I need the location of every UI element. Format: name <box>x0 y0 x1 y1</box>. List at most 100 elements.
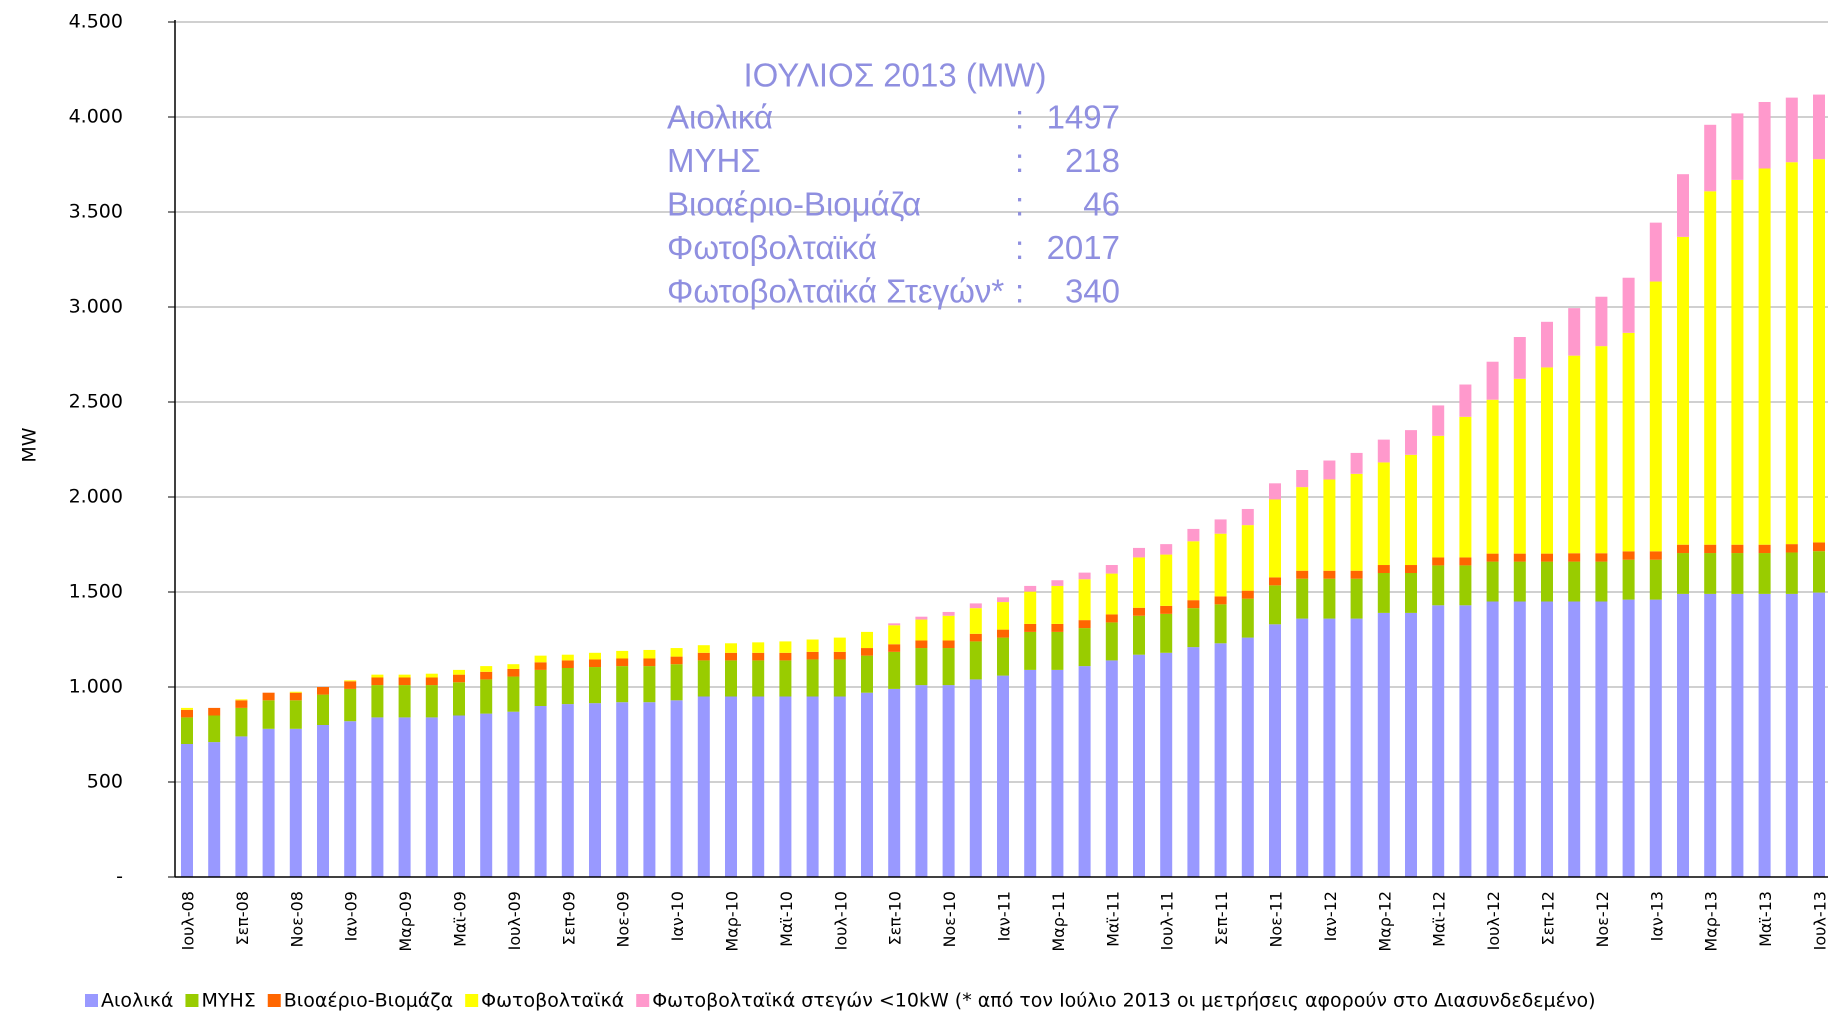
legend-swatch <box>185 994 199 1007</box>
bar-segment <box>1405 565 1417 573</box>
bar-segment <box>1133 615 1145 655</box>
bar-segment <box>1187 647 1200 877</box>
bar-segment <box>480 671 493 680</box>
bar-segment <box>1432 405 1445 436</box>
bar-segment <box>1813 94 1825 160</box>
bar-segment <box>1296 578 1309 619</box>
bar-segment <box>779 660 792 697</box>
bar-segment <box>670 656 683 665</box>
bar-segment <box>371 674 384 678</box>
bar-segment <box>643 649 656 659</box>
bar-segment <box>997 597 1009 603</box>
x-tick-label: Ιαν-11 <box>995 891 1014 941</box>
bar-segment <box>942 640 955 649</box>
bar-segment <box>561 668 574 705</box>
bar-segment <box>1350 473 1363 571</box>
bar-segment <box>616 702 629 877</box>
x-tick-label: Σεπ-11 <box>1212 891 1231 946</box>
bar-segment <box>1568 308 1581 356</box>
bar-segment <box>915 619 928 641</box>
bar-segment <box>1568 553 1581 562</box>
bar-segment <box>1214 596 1227 605</box>
bar-segment <box>425 673 438 678</box>
bar-segment <box>534 655 547 663</box>
bar-segment <box>1078 572 1091 580</box>
bar-segment <box>1269 585 1281 625</box>
bar-segment <box>969 633 982 642</box>
bar-segment <box>1296 470 1309 488</box>
legend-swatch <box>85 994 98 1007</box>
bar-segment <box>1649 551 1662 560</box>
bar-segment <box>1051 580 1064 586</box>
bar-segment <box>779 641 792 653</box>
bar-segment <box>1187 528 1200 542</box>
x-tick-label: Ιουλ-10 <box>831 891 850 950</box>
bar-segment <box>779 696 792 877</box>
bar-segment <box>561 660 574 668</box>
bar-segment <box>752 642 765 653</box>
bar-segment <box>725 643 737 653</box>
bar-segment <box>480 713 493 877</box>
x-tick-label: Ιουλ-09 <box>505 891 524 950</box>
bar-segment <box>1187 608 1200 648</box>
bar-segment <box>861 631 873 649</box>
bar-segment <box>1051 669 1064 877</box>
bar-segment <box>453 669 465 675</box>
bar-segment <box>1105 573 1118 615</box>
bar-segment <box>1595 296 1608 347</box>
y-tick-label: 1.000 <box>69 676 123 698</box>
y-tick-label: 3.500 <box>69 201 123 223</box>
bar-segment <box>1377 462 1390 566</box>
bar-segment <box>371 677 384 686</box>
bar-segment <box>1704 553 1717 594</box>
x-tick-label: Ιαν-09 <box>342 891 361 941</box>
bar-segment <box>1731 553 1744 594</box>
x-tick-label: Νοε-12 <box>1593 891 1612 948</box>
bar-segment <box>1513 553 1526 562</box>
bar-segment <box>1731 593 1744 877</box>
bar-segment <box>1785 162 1798 545</box>
bar-segment <box>1459 384 1472 417</box>
bar-segment <box>289 691 302 693</box>
bar-segment <box>1296 487 1309 571</box>
x-tick-label: Μαϊ-10 <box>777 891 796 947</box>
bar-segment <box>942 648 955 686</box>
bar-segment <box>344 681 357 689</box>
bar-segment <box>1513 337 1526 379</box>
bar-segment <box>1187 600 1200 609</box>
bar-segment <box>1160 613 1173 653</box>
bar-segment <box>453 682 465 716</box>
bar-segment <box>1024 585 1037 592</box>
annotation-separator: : <box>1015 273 1024 310</box>
bar-segment <box>1541 321 1553 368</box>
bar-segment <box>1731 179 1744 545</box>
bar-segment <box>997 637 1009 676</box>
bar-segment <box>1377 612 1390 877</box>
annotation-separator: : <box>1015 229 1024 266</box>
bar-segment <box>1214 604 1227 644</box>
bar-segment <box>534 669 547 706</box>
legend-label: ΜΥΗΣ <box>201 990 255 1012</box>
bar-segment <box>398 674 411 678</box>
annotation-separator: : <box>1015 99 1024 136</box>
bar-segment <box>1541 561 1553 602</box>
bar-segment <box>1377 573 1390 613</box>
bar-segment <box>616 650 629 659</box>
bar-segment <box>670 700 683 877</box>
bar-segment <box>1133 607 1145 616</box>
annotation-title: ΙΟΥΛΙΟΣ 2013 (MW) <box>744 57 1047 94</box>
bar-segment <box>1622 551 1635 560</box>
bar-segment <box>779 652 792 661</box>
bar-segment <box>1105 660 1118 877</box>
bar-segment <box>997 675 1009 877</box>
bar-segment <box>534 706 547 877</box>
bar-segment <box>1323 460 1336 480</box>
x-tick-label: Μαϊ-09 <box>451 891 470 947</box>
bar-segment <box>1078 666 1091 877</box>
bar-segment <box>697 696 710 877</box>
x-tick-label: Μαρ-10 <box>723 891 742 952</box>
bar-segment <box>235 736 248 877</box>
x-tick-label: Ιαν-12 <box>1321 891 1340 941</box>
bar-segment <box>1649 222 1662 282</box>
